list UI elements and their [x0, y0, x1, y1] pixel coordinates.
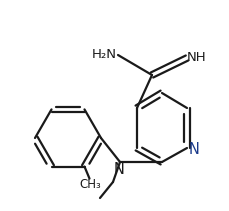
Text: NH: NH [187, 50, 207, 64]
Text: CH₃: CH₃ [80, 178, 101, 191]
Text: N: N [114, 161, 124, 176]
Text: H₂N: H₂N [92, 47, 117, 61]
Text: N: N [188, 142, 199, 157]
